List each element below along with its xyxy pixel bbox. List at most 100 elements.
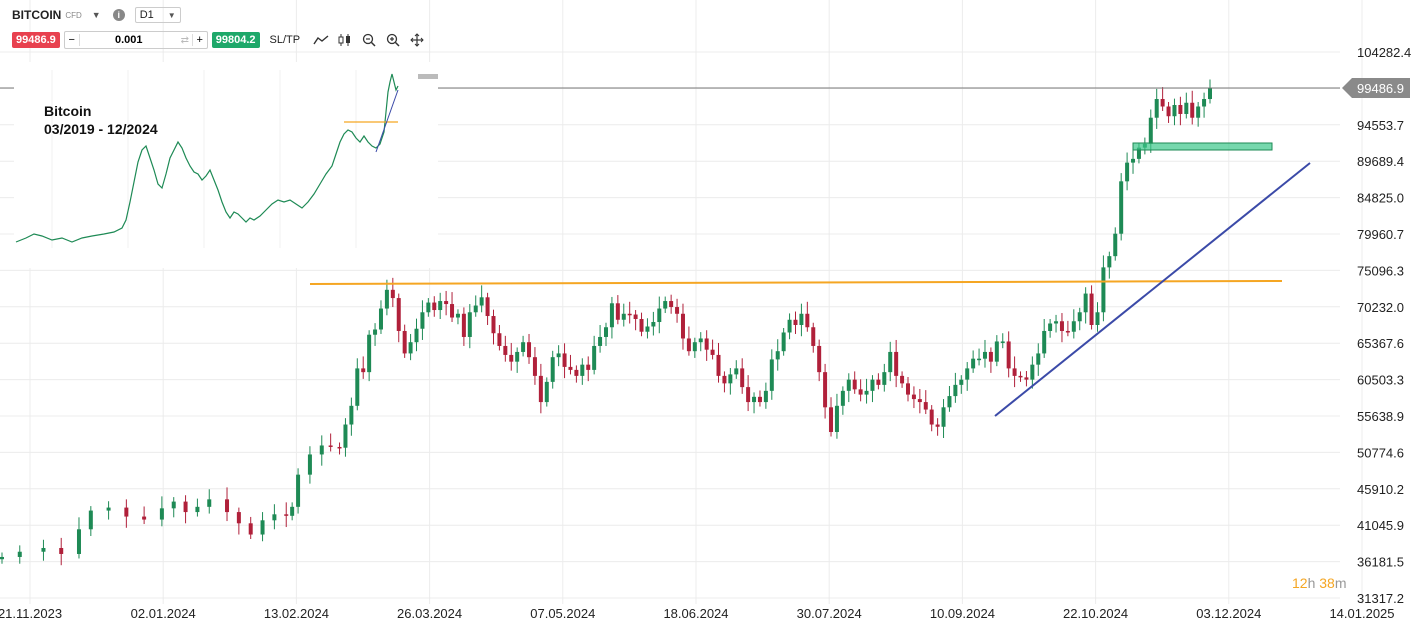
candle-body — [1119, 181, 1124, 234]
candle-body — [538, 375, 543, 403]
candle-body — [1190, 102, 1195, 118]
countdown-m: m — [1334, 575, 1347, 591]
candle-body — [769, 359, 774, 391]
candle-body — [651, 322, 656, 327]
candle-body — [207, 499, 212, 507]
candle-body — [532, 357, 537, 376]
candle-body — [527, 342, 532, 358]
candle-body — [225, 499, 230, 513]
candle-body — [811, 327, 816, 346]
candle-body — [509, 354, 514, 362]
resistance-line[interactable] — [309, 280, 1283, 285]
candlestick-icon[interactable] — [336, 31, 354, 49]
candle-body — [0, 556, 4, 560]
candle-body — [1160, 99, 1165, 107]
quantity-input[interactable]: 0.001 — [115, 34, 143, 46]
x-tick-label: 26.03.2024 — [397, 606, 462, 621]
sltp-button[interactable]: SL/TP — [269, 34, 301, 46]
x-tick-label: 03.12.2024 — [1196, 606, 1261, 621]
inset-title: Bitcoin 03/2019 - 12/2024 — [44, 102, 158, 138]
candle-body — [248, 523, 253, 535]
candle-body — [657, 308, 662, 323]
candle-body — [355, 368, 360, 406]
x-axis: 21.11.2023 02.01.2024 13.02.2024 26.03.2024… — [0, 606, 1395, 621]
candlestick-series — [0, 79, 1212, 566]
candle-body — [586, 364, 591, 370]
candle-body — [17, 551, 22, 557]
candle-body — [408, 342, 413, 354]
candle-body — [846, 379, 851, 391]
candle-body — [450, 304, 455, 318]
candle-body — [236, 512, 241, 524]
increment-button[interactable]: + — [191, 34, 207, 46]
countdown-h: h — [1307, 575, 1316, 591]
candle-body — [367, 334, 372, 373]
candle-body — [1030, 364, 1035, 380]
candle-body — [307, 454, 312, 475]
quantity-stepper[interactable]: − 0.001 ⇄ + — [63, 31, 208, 49]
candle-body — [426, 302, 431, 313]
candle-body — [260, 520, 265, 535]
candle-body — [728, 374, 733, 384]
decrement-button[interactable]: − — [65, 34, 80, 46]
support-zone[interactable] — [1132, 142, 1273, 151]
candle-body — [971, 358, 976, 369]
candle-body — [461, 313, 466, 337]
inset-trend-line — [375, 89, 399, 153]
zoom-out-icon[interactable] — [360, 31, 378, 49]
candle-body — [1101, 267, 1106, 313]
candle-body — [757, 396, 762, 403]
candle-body — [793, 319, 798, 325]
candle-body — [1154, 99, 1159, 118]
x-tick-label: 07.05.2024 — [530, 606, 595, 621]
candle-body — [947, 396, 952, 408]
candle-body — [870, 379, 875, 391]
timeframe-select[interactable]: D1 ▼ — [134, 7, 181, 23]
trend-line[interactable] — [994, 162, 1311, 417]
candle-body — [977, 358, 982, 361]
candle-body — [59, 547, 64, 554]
sell-button[interactable]: 99486.9 — [12, 32, 60, 48]
candle-body — [580, 364, 585, 376]
zoom-in-icon[interactable] — [384, 31, 402, 49]
line-chart-icon[interactable] — [312, 31, 330, 49]
candle-body — [864, 390, 869, 395]
candle-body — [817, 345, 822, 373]
candle-body — [361, 368, 366, 373]
candle-body — [1000, 341, 1005, 343]
buy-button[interactable]: 99804.2 — [211, 32, 260, 48]
info-icon[interactable]: i — [112, 9, 125, 21]
candle-body — [337, 446, 342, 449]
candle-body — [734, 368, 739, 375]
candle-body — [1083, 293, 1088, 313]
candle-body — [935, 424, 940, 427]
y-tick-label: 36181.5 — [1357, 555, 1404, 570]
candle-body — [124, 507, 129, 517]
x-tick-label: 10.09.2024 — [930, 606, 995, 621]
candle-body — [378, 308, 383, 330]
crosshair-move-icon[interactable] — [408, 31, 426, 49]
candle-body — [319, 445, 324, 455]
candle-body — [444, 301, 449, 305]
y-tick-label: 50774.6 — [1357, 445, 1404, 460]
candle-body — [1054, 321, 1059, 324]
candle-body — [716, 354, 721, 376]
candle-body — [917, 399, 922, 403]
candle-body — [775, 351, 780, 360]
symbol-name[interactable]: BITCOIN — [12, 8, 62, 22]
candle-body — [604, 327, 608, 337]
reset-icon[interactable]: ⇄ — [180, 34, 189, 46]
y-tick-label: 60503.3 — [1357, 373, 1404, 388]
order-row: 99486.9 − 0.001 ⇄ + 99804.2 SL/TP — [12, 31, 426, 49]
candle-body — [609, 303, 614, 328]
y-axis: 104282.4 94553.7 89689.4 84825.0 79960.7 7509… — [1357, 45, 1411, 606]
candle-body — [343, 424, 348, 448]
candle-body — [965, 368, 970, 380]
candle-body — [882, 372, 887, 385]
candle-body — [88, 510, 93, 530]
chevron-down-icon[interactable]: ▼ — [91, 10, 101, 20]
y-tick-label: 104282.4 — [1357, 45, 1411, 60]
candle-body — [1136, 147, 1141, 159]
candle-body — [1095, 312, 1100, 325]
candle-body — [698, 338, 703, 343]
